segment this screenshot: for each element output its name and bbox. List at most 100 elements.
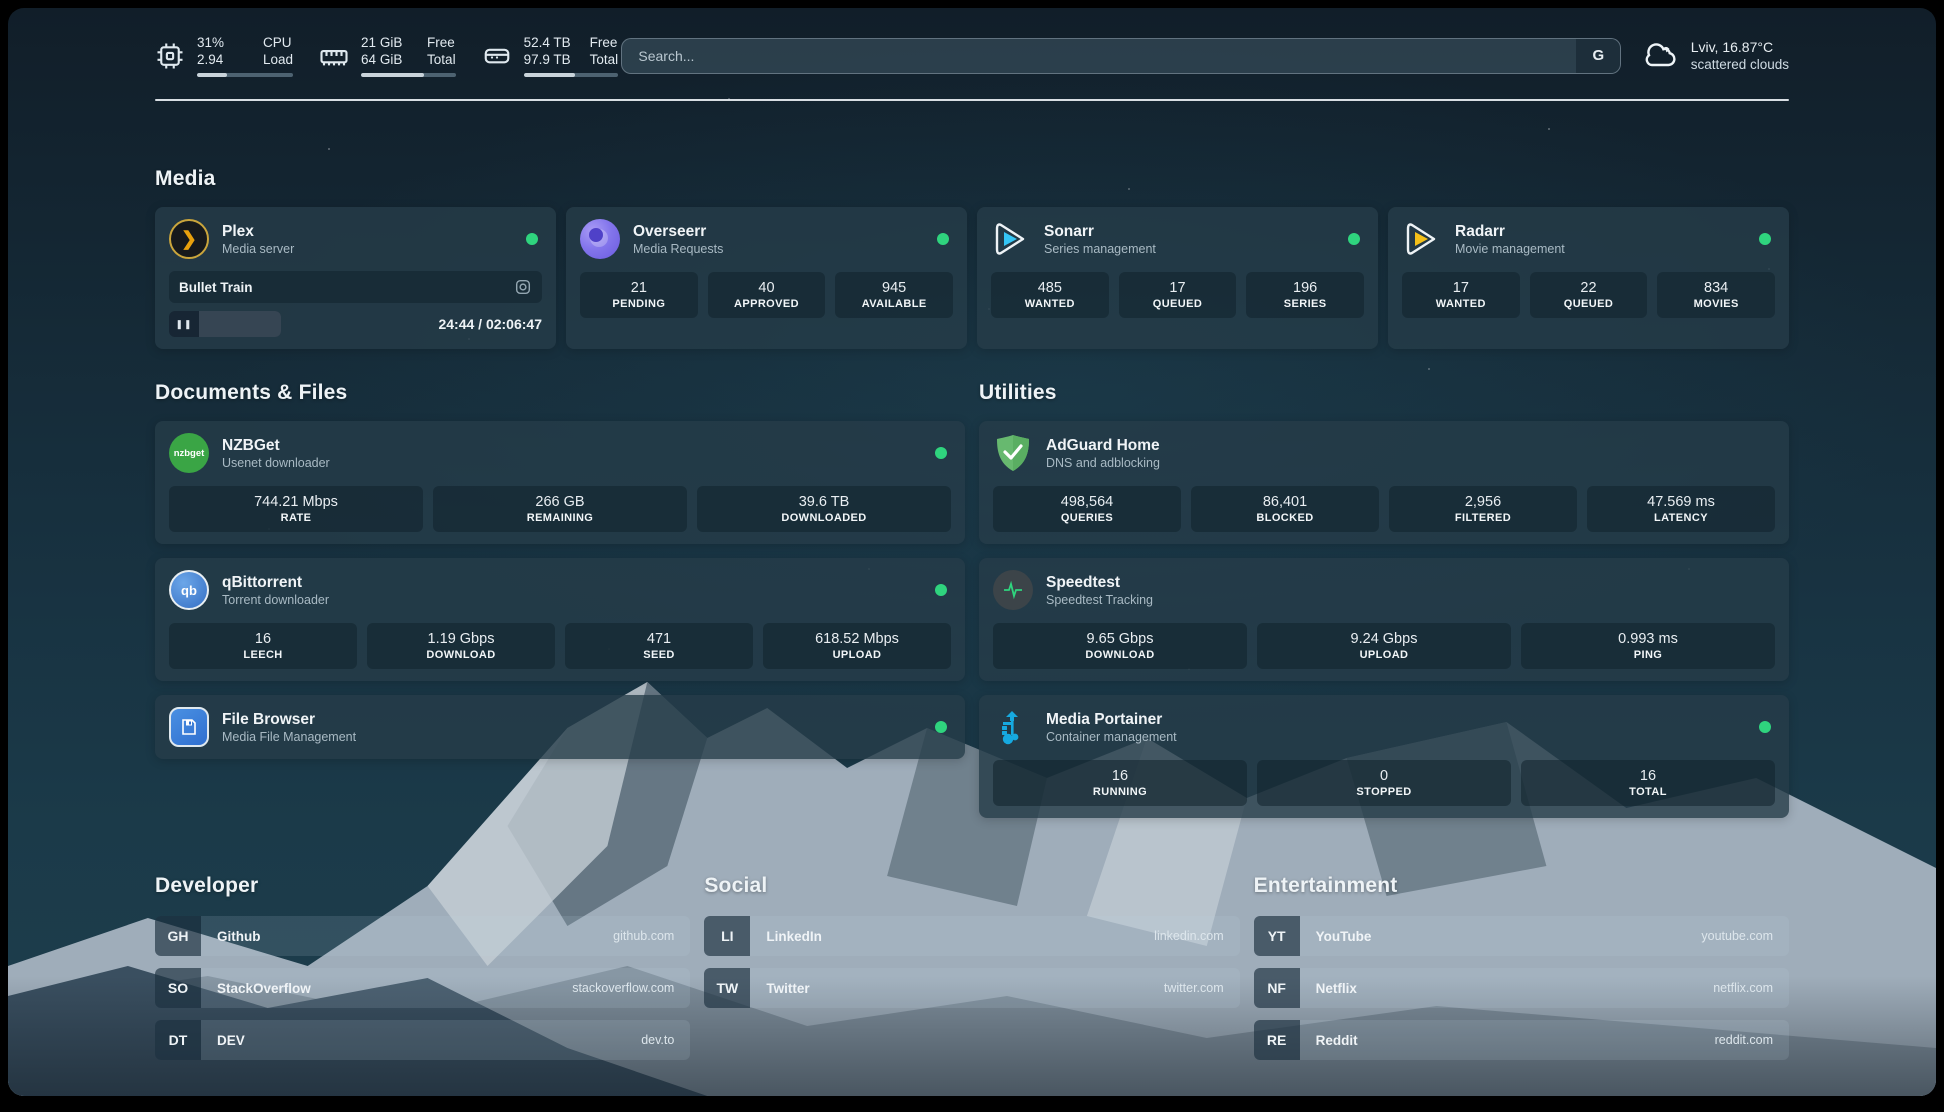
memory-icon — [319, 41, 349, 71]
disk-progress-fill — [524, 73, 575, 77]
service-card-nzbget[interactable]: nzbget NZBGet Usenet downloader 744.21 M… — [155, 421, 965, 544]
service-subtitle: Usenet downloader — [222, 455, 330, 471]
stat-value: 266 GB — [439, 493, 681, 511]
bookmark-group-entertainment: Entertainment YT YouTube youtube.com NF … — [1254, 874, 1789, 1072]
bookmark-stackoverflow[interactable]: SO StackOverflow stackoverflow.com — [155, 968, 690, 1008]
stat-value: 9.24 Gbps — [1263, 630, 1505, 648]
pause-icon[interactable]: ❚❚ — [169, 319, 199, 330]
stat-block: 498,564 QUERIES — [993, 486, 1181, 532]
stat-label: BLOCKED — [1197, 512, 1373, 524]
stat-label: UPLOAD — [769, 649, 945, 661]
bookmark-url: reddit.com — [1715, 1033, 1773, 1047]
stat-label: DOWNLOAD — [999, 649, 1241, 661]
stat-value: 0.993 ms — [1527, 630, 1769, 648]
service-card-radarr[interactable]: Radarr Movie management 17 WANTED 22 QUE… — [1388, 207, 1789, 349]
bookmark-reddit[interactable]: RE Reddit reddit.com — [1254, 1020, 1789, 1060]
service-card-filebrowser[interactable]: File Browser Media File Management — [155, 695, 965, 759]
stat-label: PENDING — [586, 298, 692, 310]
now-playing-progress[interactable]: ❚❚ 24:44 / 02:06:47 — [169, 311, 542, 337]
memory-total-label: Total — [427, 51, 456, 68]
stat-label: WANTED — [997, 298, 1103, 310]
media-grid: ❯ Plex Media server Bullet Train — [155, 207, 1789, 349]
playback-time: 24:44 / 02:06:47 — [438, 316, 542, 332]
stat-block: 0.993 ms PING — [1521, 623, 1775, 669]
bookmark-twitter[interactable]: TW Twitter twitter.com — [704, 968, 1239, 1008]
memory-free-label: Free — [427, 34, 456, 51]
stat-label: PING — [1527, 649, 1769, 661]
cloud-icon — [1643, 41, 1679, 71]
stat-block: 266 GB REMAINING — [433, 486, 687, 532]
search-provider-button[interactable]: G — [1576, 39, 1620, 73]
bookmark-linkedin[interactable]: LI LinkedIn linkedin.com — [704, 916, 1239, 956]
bookmark-abbr: DT — [155, 1020, 201, 1060]
bookmark-abbr: RE — [1254, 1020, 1300, 1060]
service-card-speedtest[interactable]: Speedtest Speedtest Tracking 9.65 Gbps D… — [979, 558, 1789, 681]
stat-value: 17 — [1125, 279, 1231, 297]
adguard-icon — [993, 433, 1033, 473]
service-title: Sonarr — [1044, 222, 1156, 241]
bookmark-netflix[interactable]: NF Netflix netflix.com — [1254, 968, 1789, 1008]
service-card-overseerr[interactable]: Overseerr Media Requests 21 PENDING 40 A… — [566, 207, 967, 349]
disk-progress-track — [524, 73, 619, 77]
overseerr-icon — [580, 219, 620, 259]
weather-widget: Lviv, 16.87°C scattered clouds — [1643, 38, 1789, 74]
service-card-qbittorrent[interactable]: qb qBittorrent Torrent downloader 16 LEE… — [155, 558, 965, 681]
memory-progress-fill — [361, 73, 424, 77]
stat-block: 196 SERIES — [1246, 272, 1364, 318]
stat-value: 618.52 Mbps — [769, 630, 945, 648]
service-card-sonarr[interactable]: Sonarr Series management 485 WANTED 17 Q… — [977, 207, 1378, 349]
memory-widget: 21 GiB 64 GiB Free Total — [319, 34, 456, 77]
disk-icon — [482, 41, 512, 71]
bookmark-github[interactable]: GH Github github.com — [155, 916, 690, 956]
bookmark-dev[interactable]: DT DEV dev.to — [155, 1020, 690, 1060]
stat-value: 40 — [714, 279, 820, 297]
cpu-usage-value: 31% — [197, 34, 245, 51]
status-dot — [1759, 233, 1771, 245]
stat-block: 485 WANTED — [991, 272, 1109, 318]
status-dot — [937, 233, 949, 245]
section-title-media: Media — [155, 167, 1789, 191]
top-bar: 31% 2.94 CPU Load — [155, 34, 1789, 77]
status-dot — [526, 233, 538, 245]
service-subtitle: Media server — [222, 241, 294, 257]
stat-label: APPROVED — [714, 298, 820, 310]
stat-label: LATENCY — [1593, 512, 1769, 524]
bookmark-name: YouTube — [1316, 929, 1372, 944]
stat-label: UPLOAD — [1263, 649, 1505, 661]
stat-block: 16 LEECH — [169, 623, 357, 669]
sonarr-icon — [991, 219, 1031, 259]
stat-label: DOWNLOAD — [373, 649, 549, 661]
snow-specks — [8, 8, 10, 10]
stat-block: 16 RUNNING — [993, 760, 1247, 806]
stat-value: 16 — [175, 630, 351, 648]
bookmark-youtube[interactable]: YT YouTube youtube.com — [1254, 916, 1789, 956]
cpu-load-label: Load — [263, 51, 293, 68]
service-card-adguard[interactable]: AdGuard Home DNS and adblocking 498,564 … — [979, 421, 1789, 544]
search-input[interactable] — [622, 39, 1576, 73]
stat-value: 0 — [1263, 767, 1505, 785]
stat-value: 22 — [1536, 279, 1642, 297]
bookmark-name: Github — [217, 929, 261, 944]
stat-label: TOTAL — [1527, 786, 1769, 798]
status-dot — [935, 584, 947, 596]
stat-block: 744.21 Mbps RATE — [169, 486, 423, 532]
camera-icon — [514, 278, 532, 296]
stat-label: SERIES — [1252, 298, 1358, 310]
bookmark-group-developer: Developer GH Github github.com SO StackO… — [155, 874, 690, 1072]
stat-value: 17 — [1408, 279, 1514, 297]
stat-value: 2,956 — [1395, 493, 1571, 511]
service-card-portainer[interactable]: Media Portainer Container management 16 … — [979, 695, 1789, 818]
service-title: Overseerr — [633, 222, 723, 241]
utilities-column: AdGuard Home DNS and adblocking 498,564 … — [979, 421, 1789, 818]
stat-block: 471 SEED — [565, 623, 753, 669]
service-subtitle: Media Requests — [633, 241, 723, 257]
service-card-plex[interactable]: ❯ Plex Media server Bullet Train — [155, 207, 556, 349]
stat-block: 2,956 FILTERED — [1389, 486, 1577, 532]
cpu-progress-track — [197, 73, 293, 77]
stat-label: STOPPED — [1263, 786, 1505, 798]
nzbget-icon-label: nzbget — [174, 448, 205, 459]
disk-total-value: 97.9 TB — [524, 51, 572, 68]
cpu-widget: 31% 2.94 CPU Load — [155, 34, 293, 77]
bookmark-abbr: GH — [155, 916, 201, 956]
section-title-utilities: Utilities — [979, 381, 1789, 405]
